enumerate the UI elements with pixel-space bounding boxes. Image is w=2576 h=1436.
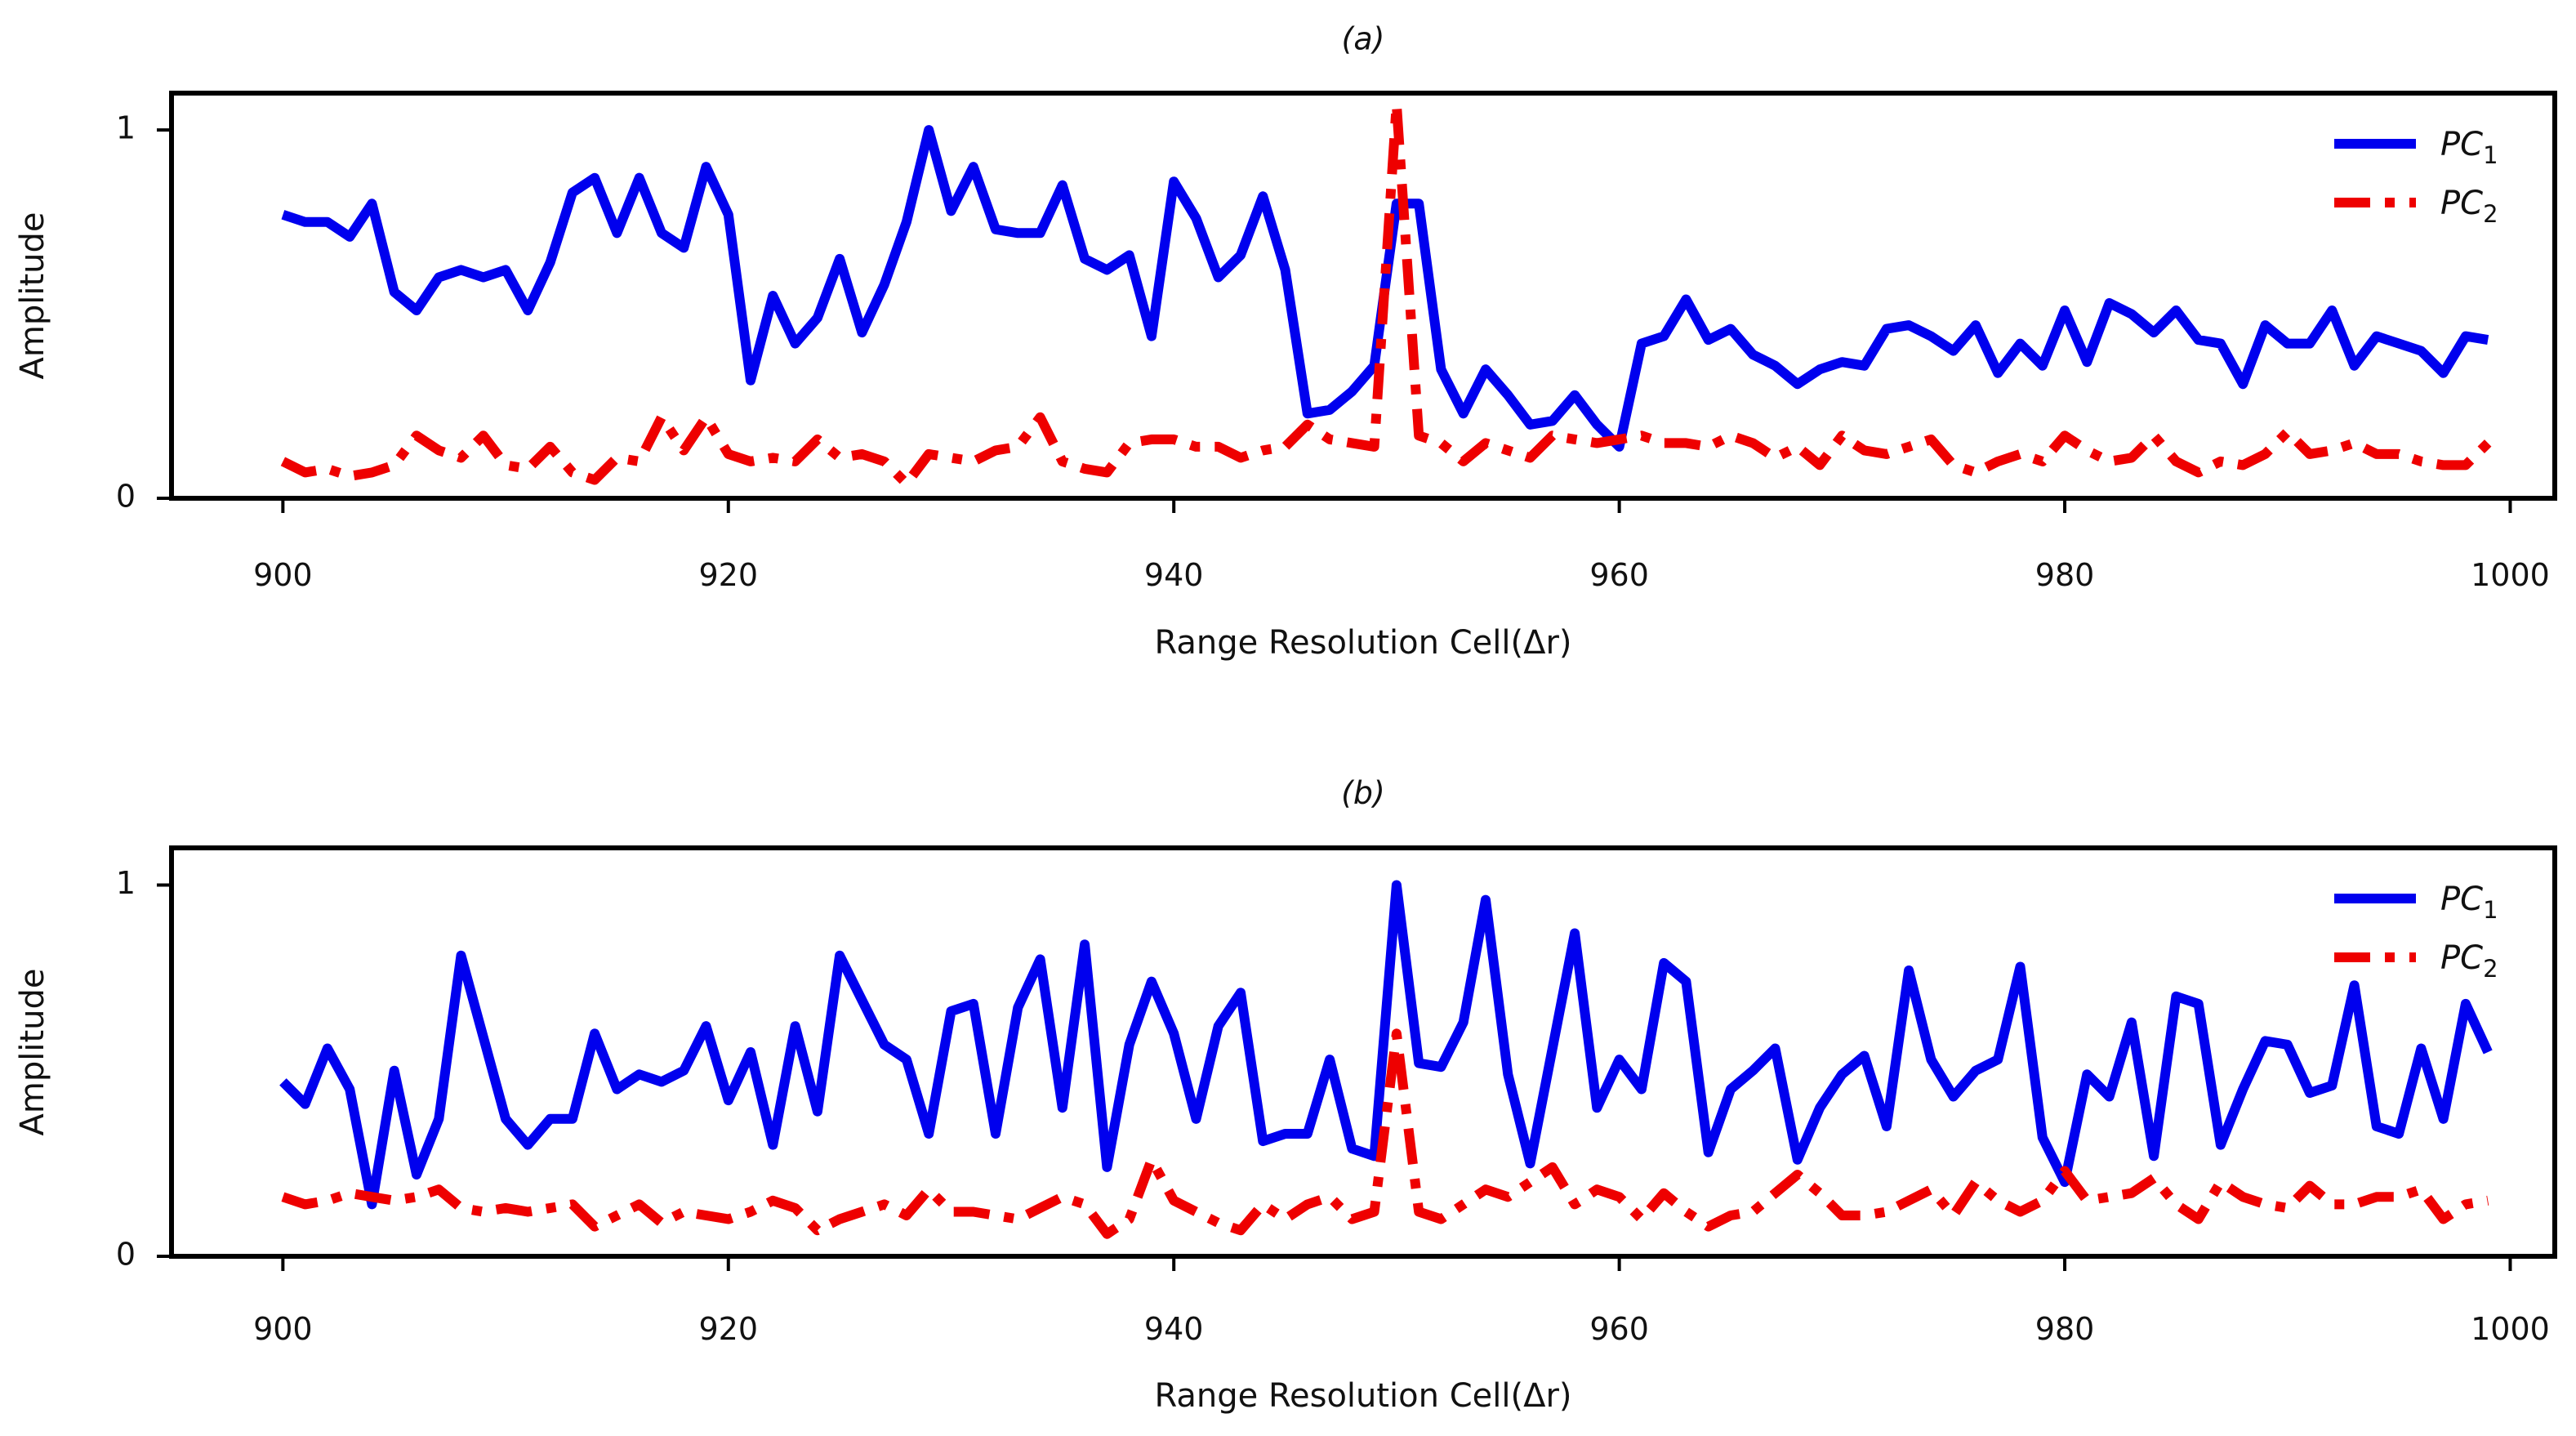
y-tick-label-1: 1 — [116, 865, 136, 901]
plot-frame — [169, 845, 2557, 1259]
y-tick-label-1: 1 — [116, 110, 136, 146]
x-tick-label-980: 980 — [2035, 557, 2095, 593]
legend-label-pc1: PC1 — [2440, 881, 2498, 924]
x-axis-label: Range Resolution Cell(Δr) — [1155, 1377, 1572, 1415]
series-group — [280, 99, 2492, 488]
chart-title: (b) — [1341, 775, 1385, 811]
x-tick-label-960: 960 — [1589, 1311, 1649, 1347]
legend-label-pc2: PC2 — [2440, 185, 2498, 228]
chart-panel-a: (a) 900 920 940 960 980 1000 0 1 Range Resolution… — [14, 21, 2557, 662]
x-tick-label-1000: 1000 — [2471, 557, 2550, 593]
legend-name: PC — [2440, 939, 2483, 977]
y-axis-label: Amplitude — [14, 969, 51, 1136]
series-line-pc2 — [280, 99, 2492, 488]
x-tick-label-900: 900 — [253, 1311, 313, 1347]
legend-subscript: 2 — [2483, 200, 2498, 228]
chart-title: (a) — [1342, 21, 1385, 57]
plot-frame — [169, 91, 2557, 501]
series-line-pc1 — [279, 880, 2493, 1210]
x-tick-label-940: 940 — [1144, 1311, 1204, 1347]
y-tick-label-0: 0 — [116, 479, 136, 515]
series-line-pc1 — [281, 125, 2489, 452]
y-axis-label: Amplitude — [14, 212, 51, 380]
chart-panel-b: (b) 900 920 940 960 980 1000 0 1 Range Resolution… — [14, 775, 2557, 1415]
legend-subscript: 2 — [2483, 955, 2498, 983]
x-tick-label-920: 920 — [699, 1311, 759, 1347]
legend-name: PC — [2440, 185, 2483, 222]
x-tick-label-980: 980 — [2035, 1311, 2095, 1347]
x-tick-label-900: 900 — [253, 557, 313, 593]
series-group — [279, 880, 2493, 1239]
y-tick-label-0: 0 — [116, 1237, 136, 1273]
series-line-pc2 — [281, 1028, 2489, 1239]
legend-subscript: 1 — [2483, 896, 2498, 924]
x-tick-label-1000: 1000 — [2471, 1311, 2550, 1347]
x-tick-label-920: 920 — [699, 557, 759, 593]
x-tick-label-960: 960 — [1589, 557, 1649, 593]
legend-label-pc1: PC1 — [2440, 126, 2498, 169]
legend-name: PC — [2440, 881, 2483, 918]
legend-name: PC — [2440, 126, 2483, 163]
x-tick-label-940: 940 — [1144, 557, 1204, 593]
x-axis-label: Range Resolution Cell(Δr) — [1155, 624, 1572, 662]
legend-label-pc2: PC2 — [2440, 939, 2498, 983]
legend-subscript: 1 — [2483, 141, 2498, 169]
